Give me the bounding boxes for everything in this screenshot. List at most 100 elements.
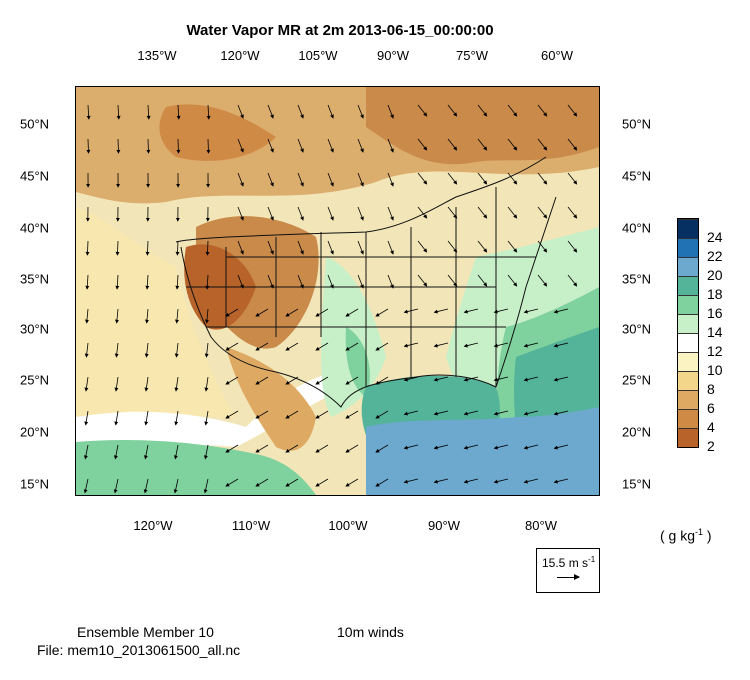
wind-arrow bbox=[507, 104, 518, 117]
wind-arrow bbox=[567, 240, 578, 253]
wind-arrow bbox=[267, 138, 274, 153]
wind-arrow bbox=[285, 308, 299, 317]
wind-arrow bbox=[375, 308, 389, 317]
wind-arrow bbox=[387, 104, 394, 119]
wind-arrow bbox=[255, 342, 269, 351]
wind-arrow bbox=[463, 478, 479, 484]
wind-arrow bbox=[315, 308, 329, 317]
reference-arrow-icon bbox=[557, 574, 580, 580]
wind-arrow bbox=[463, 410, 479, 416]
wind-arrow bbox=[85, 308, 89, 324]
right-lat-tick: 25°N bbox=[622, 372, 652, 388]
wind-arrow bbox=[83, 444, 89, 460]
left-lat-tick: 35°N bbox=[20, 271, 50, 287]
wind-arrow bbox=[327, 138, 334, 153]
top-lon-tick: 75°W bbox=[456, 48, 488, 63]
wind-arrow bbox=[204, 342, 209, 358]
wind-arrow bbox=[267, 274, 274, 289]
left-lat-tick: 30°N bbox=[20, 321, 50, 337]
wind-arrow bbox=[225, 308, 239, 317]
wind-arrow bbox=[553, 342, 569, 348]
wind-arrow bbox=[255, 410, 269, 419]
colorbar-label: 12 bbox=[707, 343, 723, 359]
mixing-ratio-field bbox=[76, 87, 599, 495]
wind-arrow bbox=[285, 478, 299, 487]
wind-arrow bbox=[567, 104, 578, 117]
wind-arrow bbox=[237, 138, 244, 153]
wind-arrow bbox=[375, 444, 389, 453]
wind-arrow bbox=[537, 138, 548, 151]
wind-arrow bbox=[285, 376, 299, 385]
colorbar-label: 4 bbox=[707, 419, 715, 435]
wind-arrow bbox=[113, 444, 119, 460]
wind-arrow bbox=[114, 342, 119, 358]
wind-arrow bbox=[115, 274, 120, 290]
wind-arrow bbox=[146, 138, 151, 154]
wind-arrow bbox=[267, 240, 274, 255]
wind-arrow bbox=[403, 410, 419, 416]
wind-arrow bbox=[203, 444, 209, 460]
wind-arrow bbox=[116, 104, 121, 120]
wind-arrow bbox=[523, 478, 539, 484]
wind-arrow bbox=[477, 274, 488, 287]
winds-label: 10m winds bbox=[337, 624, 404, 640]
wind-arrow bbox=[523, 342, 539, 348]
wind-arrow bbox=[417, 240, 428, 253]
left-lat-tick: 20°N bbox=[20, 424, 50, 440]
wind-arrow bbox=[144, 376, 149, 392]
wind-arrow bbox=[433, 410, 449, 416]
units-label: ( g kg-1 ) bbox=[660, 527, 712, 544]
wind-arrow bbox=[417, 104, 428, 117]
bottom-lon-tick: 90°W bbox=[428, 518, 460, 533]
colorbar-swatch bbox=[678, 295, 698, 314]
colorbar-label: 24 bbox=[707, 229, 723, 245]
wind-arrow bbox=[345, 342, 359, 351]
colorbar-swatch bbox=[678, 333, 698, 352]
wind-arrow bbox=[357, 206, 364, 221]
wind-arrow bbox=[553, 444, 569, 450]
wind-arrow bbox=[403, 376, 419, 382]
wind-arrow bbox=[477, 138, 488, 151]
colorbar-label: 18 bbox=[707, 286, 723, 302]
wind-arrow bbox=[357, 274, 364, 289]
wind-arrow bbox=[507, 240, 518, 253]
wind-arrow bbox=[175, 274, 180, 290]
wind-arrow bbox=[537, 240, 548, 253]
wind-arrow bbox=[523, 444, 539, 450]
wind-arrow bbox=[357, 104, 364, 119]
wind-arrow bbox=[493, 376, 509, 382]
wind-arrow bbox=[297, 206, 304, 221]
left-lat-tick: 25°N bbox=[20, 372, 50, 388]
right-lat-tick: 30°N bbox=[622, 321, 652, 337]
wind-arrow bbox=[225, 376, 239, 385]
wind-arrow bbox=[345, 410, 359, 419]
wind-arrow bbox=[175, 240, 180, 256]
wind-arrow bbox=[345, 376, 359, 385]
wind-arrow bbox=[463, 342, 479, 348]
colorbar-label: 14 bbox=[707, 324, 723, 340]
colorbar-label: 22 bbox=[707, 248, 723, 264]
wind-arrow bbox=[315, 376, 329, 385]
right-lat-tick: 40°N bbox=[622, 220, 652, 236]
wind-arrow bbox=[315, 444, 329, 453]
wind-arrow bbox=[553, 410, 569, 416]
right-lat-tick: 50°N bbox=[622, 116, 652, 132]
wind-arrow bbox=[255, 444, 269, 453]
reference-vector-box: 15.5 m s-1 bbox=[536, 548, 600, 593]
colorbar-label: 8 bbox=[707, 381, 715, 397]
wind-arrow bbox=[537, 104, 548, 117]
colorbar-swatch bbox=[678, 257, 698, 276]
top-lon-tick: 135°W bbox=[137, 48, 177, 63]
wind-arrow bbox=[387, 172, 394, 187]
wind-arrow bbox=[507, 138, 518, 151]
colorbar-label: 2 bbox=[707, 438, 715, 454]
wind-arrow bbox=[205, 274, 210, 290]
wind-arrow bbox=[523, 376, 539, 382]
wind-arrow bbox=[567, 206, 578, 219]
wind-arrow bbox=[553, 376, 569, 382]
wind-arrow bbox=[86, 104, 91, 120]
wind-arrow bbox=[345, 444, 359, 453]
wind-arrow bbox=[447, 104, 458, 117]
map-plot-area bbox=[75, 86, 600, 496]
colorbar-swatch bbox=[678, 390, 698, 409]
